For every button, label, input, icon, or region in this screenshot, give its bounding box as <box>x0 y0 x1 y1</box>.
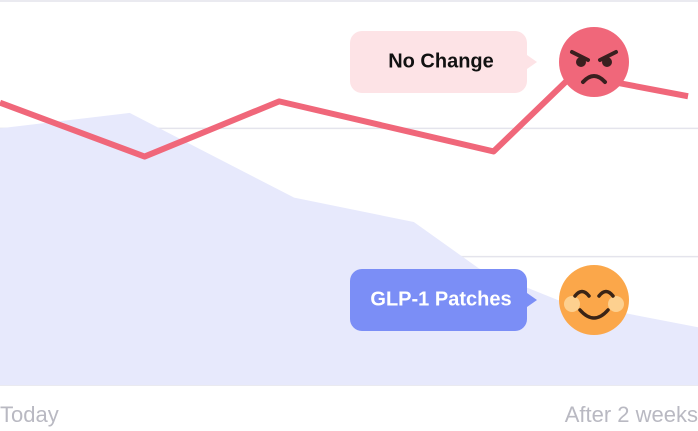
face <box>559 265 629 335</box>
eyes <box>573 289 615 298</box>
x-tick-label: Today <box>0 402 59 427</box>
mouth <box>578 308 610 320</box>
legend-label: GLP-1 Patches <box>370 288 511 310</box>
x-tick-label: After 2 weeks <box>565 402 698 427</box>
cheek <box>564 296 580 312</box>
annotations: No Change GLP-1 Patches <box>350 27 629 335</box>
face <box>559 27 629 97</box>
happy-face <box>559 265 629 335</box>
cheek <box>608 296 624 312</box>
area <box>0 112 698 385</box>
mouth <box>581 74 607 84</box>
angry-face <box>559 27 629 97</box>
legend-label: No Change <box>388 50 494 72</box>
bubble <box>350 269 537 331</box>
marks <box>0 71 698 385</box>
bubble <box>350 31 537 93</box>
eye <box>576 57 586 67</box>
eye <box>602 57 612 67</box>
brow <box>570 50 618 62</box>
